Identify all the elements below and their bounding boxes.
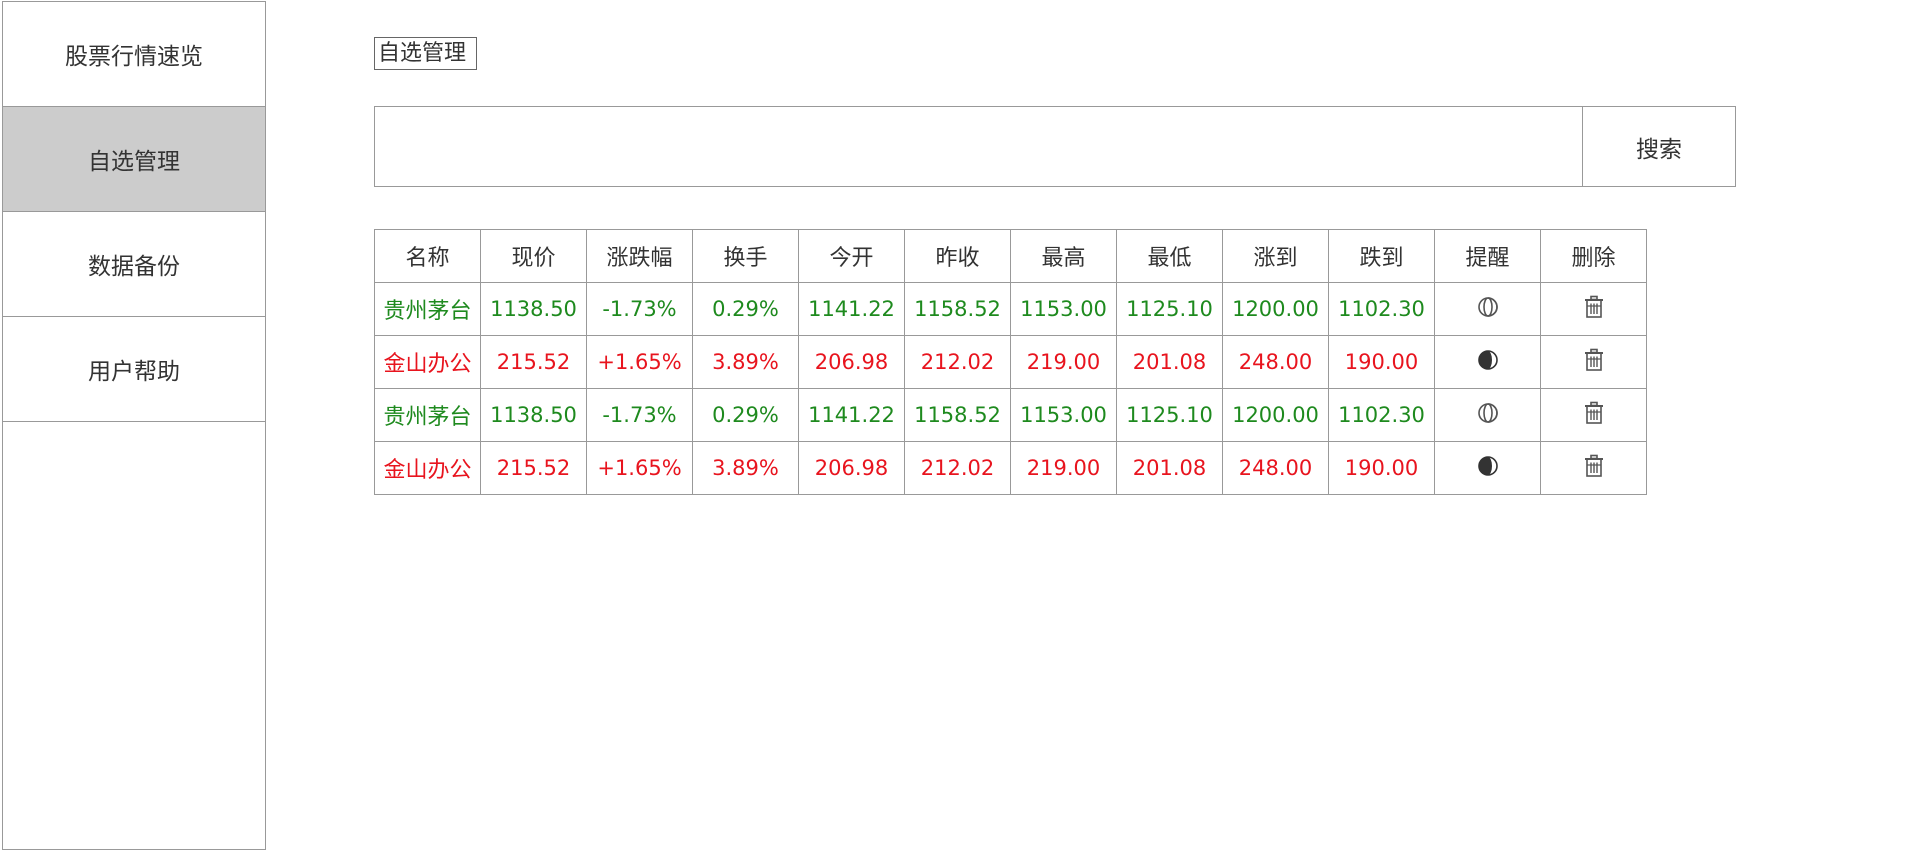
cell-reminder [1434, 441, 1541, 495]
cell-high: 1153.00 [1010, 388, 1117, 442]
cell-reminder [1434, 388, 1541, 442]
cell-prev-close: 1158.52 [904, 282, 1011, 336]
column-header-low: 最低 [1116, 229, 1223, 283]
sidebar-item-data-backup[interactable]: 数据备份 [3, 212, 265, 317]
cell-price: 215.52 [480, 441, 587, 495]
cell-rise-to: 248.00 [1222, 441, 1329, 495]
cell-high: 1153.00 [1010, 282, 1117, 336]
cell-open: 206.98 [798, 335, 905, 389]
cell-stock-name: 金山办公 [374, 441, 481, 495]
cell-fall-to: 190.00 [1328, 441, 1435, 495]
cell-fall-to: 1102.30 [1328, 388, 1435, 442]
search-input[interactable] [375, 107, 1582, 186]
sidebar-item-label: 自选管理 [88, 149, 180, 175]
cell-delete [1540, 282, 1647, 336]
cell-delete [1540, 388, 1647, 442]
trash-icon[interactable] [1583, 401, 1605, 425]
cell-reminder [1434, 282, 1541, 336]
cell-price: 1138.50 [480, 388, 587, 442]
sidebar-item-market-overview[interactable]: 股票行情速览 [3, 2, 265, 107]
cell-change-pct: +1.65% [586, 441, 693, 495]
cell-low: 201.08 [1116, 441, 1223, 495]
cell-turnover: 0.29% [692, 388, 799, 442]
page-title: 自选管理 [374, 37, 478, 70]
table-row: 金山办公 215.52 +1.65% 3.89% 206.98 212.02 219.00 2… [374, 441, 1647, 495]
table-row: 贵州茅台 1138.50 -1.73% 0.29% 1141.22 1158.52 1153… [374, 388, 1647, 442]
cell-low: 1125.10 [1116, 282, 1223, 336]
cell-turnover: 0.29% [692, 282, 799, 336]
cell-open: 1141.22 [798, 282, 905, 336]
cell-delete [1540, 335, 1647, 389]
trash-icon[interactable] [1583, 454, 1605, 478]
cell-stock-name: 金山办公 [374, 335, 481, 389]
column-header-high: 最高 [1010, 229, 1117, 283]
trash-icon[interactable] [1583, 295, 1605, 319]
cell-low: 201.08 [1116, 335, 1223, 389]
cell-prev-close: 212.02 [904, 441, 1011, 495]
cell-stock-name: 贵州茅台 [374, 388, 481, 442]
column-header-fall-to: 跌到 [1328, 229, 1435, 283]
column-header-turnover: 换手 [692, 229, 799, 283]
trash-icon[interactable] [1583, 348, 1605, 372]
cell-open: 1141.22 [798, 388, 905, 442]
sidebar-item-label: 用户帮助 [88, 359, 180, 385]
cell-prev-close: 1158.52 [904, 388, 1011, 442]
table-row: 贵州茅台 1138.50 -1.73% 0.29% 1141.22 1158.52 1153… [374, 282, 1647, 336]
column-header-delete: 删除 [1540, 229, 1647, 283]
sidebar-item-user-help[interactable]: 用户帮助 [3, 317, 265, 422]
cell-fall-to: 1102.30 [1328, 282, 1435, 336]
watchlist-table: 名称 现价 涨跌幅 换手 今开 昨收 最高 最低 涨到 跌到 提醒 删除 贵州茅… [374, 229, 1647, 495]
cell-turnover: 3.89% [692, 335, 799, 389]
cell-high: 219.00 [1010, 441, 1117, 495]
search-bar: 搜索 [374, 106, 1736, 187]
table-header-row: 名称 现价 涨跌幅 换手 今开 昨收 最高 最低 涨到 跌到 提醒 删除 [374, 229, 1647, 283]
cell-price: 1138.50 [480, 282, 587, 336]
toggle-off-icon[interactable] [1476, 295, 1500, 319]
column-header-name: 名称 [374, 229, 481, 283]
cell-delete [1540, 441, 1647, 495]
column-header-change-pct: 涨跌幅 [586, 229, 693, 283]
sidebar-item-label: 数据备份 [88, 254, 180, 280]
column-header-open: 今开 [798, 229, 905, 283]
column-header-reminder: 提醒 [1434, 229, 1541, 283]
cell-fall-to: 190.00 [1328, 335, 1435, 389]
cell-change-pct: -1.73% [586, 282, 693, 336]
cell-turnover: 3.89% [692, 441, 799, 495]
cell-stock-name: 贵州茅台 [374, 282, 481, 336]
toggle-off-icon[interactable] [1476, 401, 1500, 425]
column-header-price: 现价 [480, 229, 587, 283]
cell-high: 219.00 [1010, 335, 1117, 389]
cell-low: 1125.10 [1116, 388, 1223, 442]
sidebar: 股票行情速览 自选管理 数据备份 用户帮助 [2, 1, 266, 850]
toggle-on-icon[interactable] [1476, 454, 1500, 478]
sidebar-item-watchlist[interactable]: 自选管理 [3, 107, 265, 212]
column-header-prev-close: 昨收 [904, 229, 1011, 283]
cell-rise-to: 1200.00 [1222, 282, 1329, 336]
search-button[interactable]: 搜索 [1582, 107, 1735, 186]
cell-change-pct: +1.65% [586, 335, 693, 389]
cell-reminder [1434, 335, 1541, 389]
cell-price: 215.52 [480, 335, 587, 389]
cell-rise-to: 248.00 [1222, 335, 1329, 389]
toggle-on-icon[interactable] [1476, 348, 1500, 372]
cell-change-pct: -1.73% [586, 388, 693, 442]
cell-open: 206.98 [798, 441, 905, 495]
table-row: 金山办公 215.52 +1.65% 3.89% 206.98 212.02 219.00 2… [374, 335, 1647, 389]
cell-prev-close: 212.02 [904, 335, 1011, 389]
column-header-rise-to: 涨到 [1222, 229, 1329, 283]
cell-rise-to: 1200.00 [1222, 388, 1329, 442]
sidebar-item-label: 股票行情速览 [65, 44, 203, 70]
